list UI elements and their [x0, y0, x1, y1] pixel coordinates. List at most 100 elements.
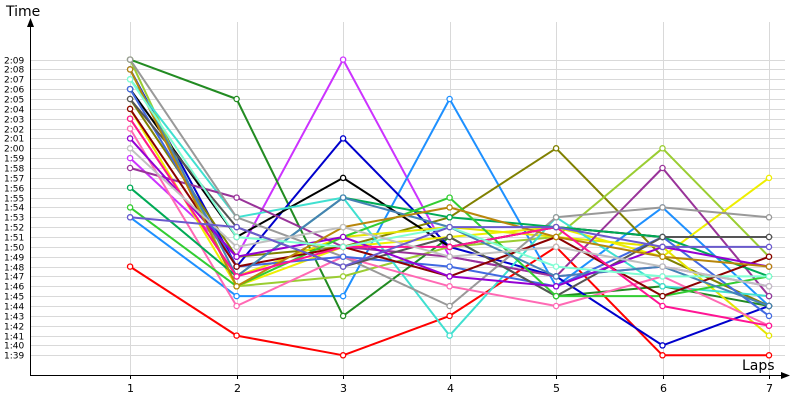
data-point: [233, 332, 240, 339]
data-point: [552, 283, 560, 290]
data-point: [659, 204, 666, 211]
data-point: [446, 214, 453, 221]
y-tick-label: 2:09: [4, 57, 24, 67]
data-point: [233, 273, 240, 280]
y-tick-label: 2:04: [4, 106, 24, 116]
y-tick-label: 1:45: [4, 293, 24, 303]
data-point: [339, 312, 347, 320]
x-tick-label: 4: [447, 382, 454, 395]
y-tick-label: 1:41: [4, 333, 24, 343]
data-point: [552, 214, 560, 221]
data-point: [233, 233, 240, 241]
y-tick-label: 1:55: [4, 195, 24, 205]
y-tick-label: 2:06: [4, 86, 24, 96]
data-point: [659, 273, 666, 280]
series-markers: [126, 56, 773, 359]
data-point: [446, 194, 453, 201]
data-point: [659, 302, 666, 310]
y-axis-arrow-icon: [27, 18, 34, 27]
y-tick-label: 1:51: [4, 234, 24, 244]
data-point: [659, 292, 666, 300]
data-point: [446, 332, 453, 339]
y-tick-label: 1:57: [4, 175, 24, 185]
data-point: [446, 243, 453, 251]
y-tick-label: 2:00: [4, 145, 24, 155]
data-point: [126, 135, 134, 142]
data-point: [659, 352, 666, 359]
data-point: [552, 223, 560, 231]
data-point: [659, 283, 666, 290]
y-tick-label: 2:03: [4, 116, 24, 126]
data-point: [552, 263, 560, 270]
data-point: [765, 332, 773, 339]
data-point: [126, 56, 134, 63]
data-point: [552, 292, 560, 300]
y-tick-labels: 1:391:401:411:421:431:441:451:461:471:48…: [4, 57, 24, 362]
gridlines: [30, 22, 785, 379]
y-tick-label: 1:56: [4, 185, 24, 195]
y-tick-label: 1:52: [4, 224, 24, 234]
data-point: [659, 342, 666, 349]
data-point: [126, 154, 134, 162]
data-point: [126, 85, 134, 93]
data-point: [765, 214, 773, 221]
y-tick-label: 2:07: [4, 76, 24, 86]
y-tick-label: 1:46: [4, 283, 24, 293]
y-tick-label: 2:05: [4, 96, 24, 106]
data-point: [339, 194, 347, 201]
data-point: [339, 223, 347, 231]
y-tick-label: 1:58: [4, 165, 24, 175]
data-point: [126, 95, 134, 103]
data-point: [339, 263, 347, 270]
x-axis-title: Laps: [742, 358, 775, 374]
data-point: [659, 253, 666, 260]
data-point: [126, 125, 134, 132]
data-point: [126, 214, 134, 221]
y-tick-label: 2:01: [4, 135, 24, 145]
data-point: [233, 223, 240, 231]
data-point: [659, 263, 666, 270]
data-point: [339, 273, 347, 280]
y-tick-label: 1:59: [4, 155, 24, 165]
data-point: [339, 292, 347, 300]
y-tick-label: 1:48: [4, 264, 24, 274]
data-point: [765, 273, 773, 280]
data-point: [233, 302, 240, 310]
data-point: [765, 322, 773, 329]
data-point: [659, 145, 666, 152]
data-point: [446, 302, 453, 310]
data-point: [233, 194, 240, 201]
data-point: [126, 263, 134, 270]
data-point: [126, 164, 134, 172]
x-tick-label: 2: [234, 382, 241, 395]
data-point: [233, 253, 240, 260]
x-tick-label: 7: [766, 382, 773, 395]
y-axis-title: Time: [5, 4, 40, 20]
x-tick-label: 6: [660, 382, 667, 395]
data-point: [446, 283, 453, 290]
data-point: [765, 312, 773, 320]
y-tick-label: 1:42: [4, 323, 24, 333]
data-point: [233, 263, 240, 270]
data-point: [659, 164, 666, 172]
data-point: [765, 283, 773, 290]
data-point: [126, 115, 134, 122]
series-line: [129, 68, 770, 307]
data-point: [552, 233, 560, 241]
y-tick-label: 1:44: [4, 303, 24, 313]
data-point: [552, 302, 560, 310]
x-tick-labels: 1 2 3 4 5 6 7: [127, 382, 773, 395]
x-axis-arrow-icon: [781, 372, 790, 379]
data-point: [765, 253, 773, 260]
data-point: [233, 214, 240, 221]
data-point: [552, 145, 560, 152]
data-point: [446, 95, 453, 103]
data-point: [339, 135, 347, 142]
data-point: [233, 95, 240, 103]
data-point: [765, 352, 773, 359]
data-point: [446, 233, 453, 241]
data-point: [339, 243, 347, 251]
data-point: [339, 253, 347, 260]
data-point: [446, 273, 453, 280]
data-point: [659, 233, 666, 241]
